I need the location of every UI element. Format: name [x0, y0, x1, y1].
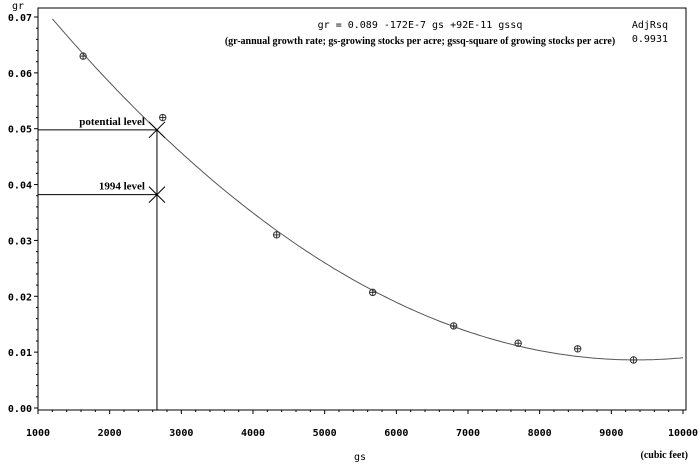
y-tick-label: 0.03 [8, 236, 32, 247]
x-tick-label: 7000 [456, 428, 480, 439]
data-point-cross [450, 322, 457, 329]
y-tick-label: 0.01 [8, 348, 32, 359]
level-marker [148, 186, 166, 203]
data-point-cross [80, 53, 87, 60]
x-tick-label: 9000 [599, 428, 623, 439]
data-point [272, 231, 281, 239]
data-point [514, 339, 522, 347]
x-tick-label: 3000 [169, 428, 193, 439]
data-point-circle [514, 339, 522, 347]
data-point-circle [272, 231, 281, 239]
x-tick-label: 1000 [26, 428, 50, 439]
x-tick-label: 4000 [241, 428, 265, 439]
data-point-circle [573, 345, 582, 353]
data-point-circle [449, 322, 458, 330]
chart-title: gr = 0.089 -172E-7 gs +92E-11 gssq [318, 20, 523, 31]
y-tick-label: 0.05 [8, 125, 32, 136]
data-point-cross [159, 114, 166, 121]
data-point-circle [159, 113, 167, 122]
fit-curve [51, 18, 684, 361]
data-point [159, 113, 167, 122]
data-point [449, 322, 458, 330]
annotation-label: potential level [79, 116, 145, 128]
annotation-label: 1994 level [99, 181, 145, 193]
x-tick-label: 5000 [313, 428, 337, 439]
y-tick-label: 0.02 [8, 292, 32, 303]
data-point-circle [629, 356, 638, 364]
y-tick-label: 0.06 [8, 69, 32, 80]
adjrsq-value: 0.9931 [632, 34, 668, 45]
plot-frame [37, 7, 687, 411]
data-point [629, 356, 638, 364]
y-tick-label: 0.04 [8, 181, 32, 192]
x-tick-label: 6000 [384, 428, 408, 439]
x-tick-label: 10000 [668, 428, 698, 439]
data-point-cross [369, 289, 376, 296]
y-tick-label: 0.00 [8, 404, 32, 415]
chart-subtitle: (gr-annual growth rate; gs-growing stock… [225, 36, 615, 47]
data-point-cross [574, 345, 581, 352]
x-tick-label: 8000 [528, 428, 552, 439]
data-point [573, 345, 582, 353]
data-point-circle [79, 52, 87, 60]
data-point [79, 52, 87, 60]
adjrsq-label: AdjRsq [632, 20, 668, 31]
x-tick-label: 2000 [98, 428, 122, 439]
y-tick-label: 0.07 [8, 13, 32, 24]
x-axis-label: gs [354, 452, 366, 463]
data-point [368, 288, 377, 297]
y-axis-label: gr [12, 1, 24, 12]
data-point-circle [368, 288, 377, 297]
data-point-cross [630, 356, 637, 363]
data-point-cross [515, 340, 522, 347]
x-axis-unit: (cubic feet) [641, 450, 688, 461]
data-point-cross [273, 231, 280, 238]
level-marker [148, 121, 166, 139]
